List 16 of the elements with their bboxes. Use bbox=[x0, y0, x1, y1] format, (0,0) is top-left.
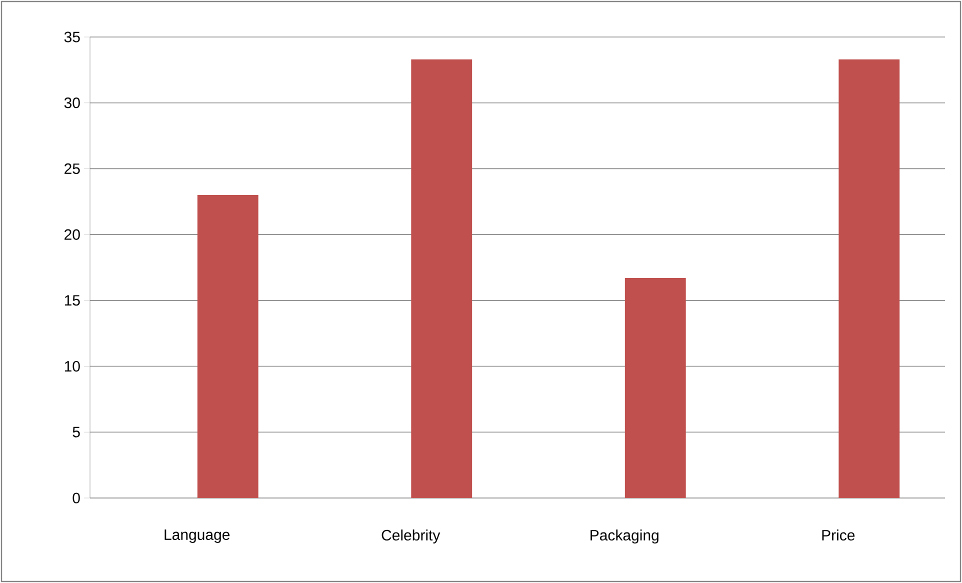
bar bbox=[411, 59, 472, 498]
y-tick-label: 5 bbox=[72, 426, 80, 438]
y-tick-label: 0 bbox=[72, 492, 80, 504]
y-tick-label: 30 bbox=[64, 98, 80, 108]
bar bbox=[624, 278, 686, 498]
y-tick-label: 35 bbox=[64, 32, 80, 42]
x-tick-label: Price bbox=[822, 530, 855, 541]
y-tick-label: 15 bbox=[64, 295, 80, 306]
x-tick-label: Packaging bbox=[590, 530, 658, 544]
x-tick-label: Language bbox=[164, 530, 230, 543]
bar bbox=[838, 59, 900, 498]
bar bbox=[197, 195, 258, 498]
y-tick-label: 20 bbox=[64, 229, 80, 240]
y-tick-label: 10 bbox=[64, 360, 80, 372]
x-tick-label: Celebrity bbox=[382, 530, 440, 544]
y-tick-label: 25 bbox=[64, 163, 80, 174]
